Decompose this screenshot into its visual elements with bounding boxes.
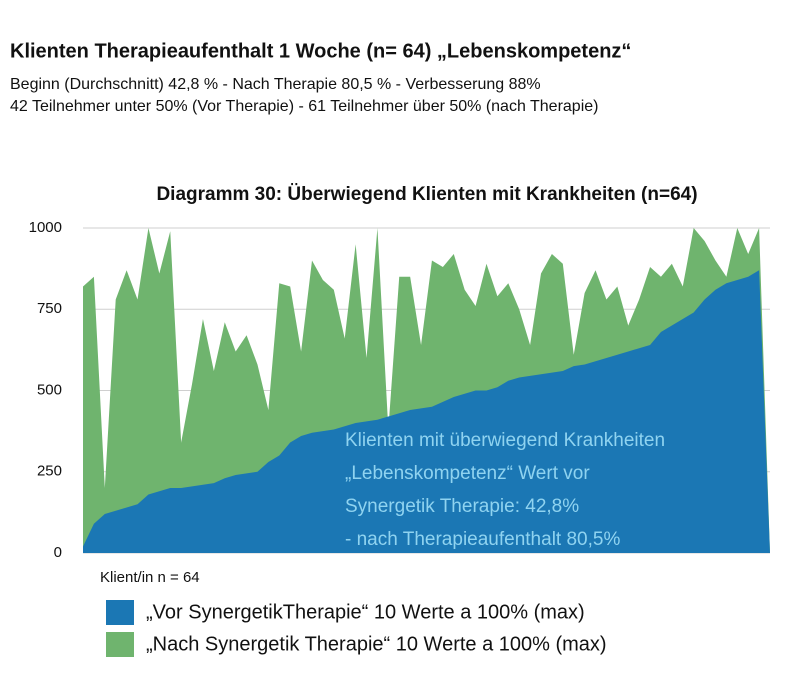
legend-label: „Vor SynergetikTherapie“ 10 Werte a 100%… (146, 601, 585, 623)
annotation: - nach Therapieaufenthalt 80,5% (345, 529, 620, 550)
legend-swatch (106, 600, 134, 625)
subtitle: 42 Teilnehmer unter 50% (Vor Therapie) -… (10, 98, 598, 115)
legend-label: „Nach Synergetik Therapie“ 10 Werte a 10… (146, 633, 607, 655)
y-tick-label: 0 (54, 544, 62, 561)
y-tick-label: 250 (37, 463, 62, 480)
annotation: Klienten mit überwiegend Krankheiten (345, 430, 665, 451)
area (83, 270, 770, 553)
y-tick-label: 1000 (29, 219, 62, 236)
annotation: Synergetik Therapie: 42,8% (345, 496, 579, 517)
annotation: „Lebenskompetenz“ Wert vor (345, 463, 590, 484)
x-axis-label: Klient/in n = 64 (100, 569, 200, 586)
legend-swatch (106, 632, 134, 657)
page-title: Klienten Therapieaufenthalt 1 Woche (n= … (10, 40, 631, 62)
y-tick-label: 500 (37, 381, 62, 398)
subtitle: Beginn (Durchschnitt) 42,8 % - Nach Ther… (10, 76, 541, 93)
y-tick-label: 750 (37, 300, 62, 317)
chart-title: Diagramm 30: Überwiegend Klienten mit Kr… (156, 184, 697, 205)
